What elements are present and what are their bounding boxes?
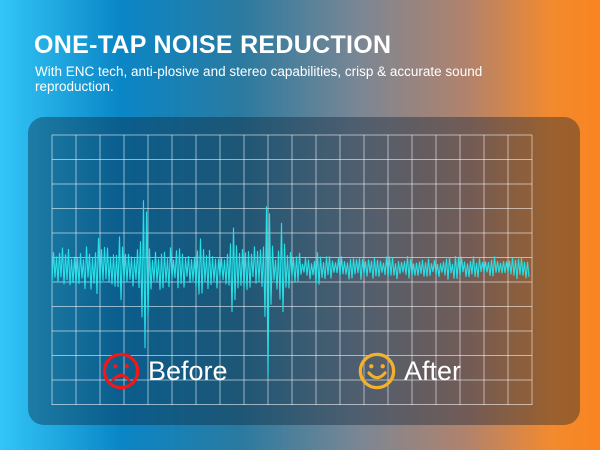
before-label: Before <box>148 355 228 386</box>
sad-face-icon <box>102 352 140 390</box>
headline: ONE-TAP NOISE REDUCTION <box>34 31 392 59</box>
after-label-group: After <box>358 352 461 390</box>
smiley-face-icon <box>358 352 396 390</box>
audio-waveform <box>51 200 530 378</box>
after-label: After <box>404 355 462 386</box>
before-label-group: Before <box>102 352 228 390</box>
subtitle: With ENC tech, anti-plosive and stereo c… <box>35 64 483 94</box>
